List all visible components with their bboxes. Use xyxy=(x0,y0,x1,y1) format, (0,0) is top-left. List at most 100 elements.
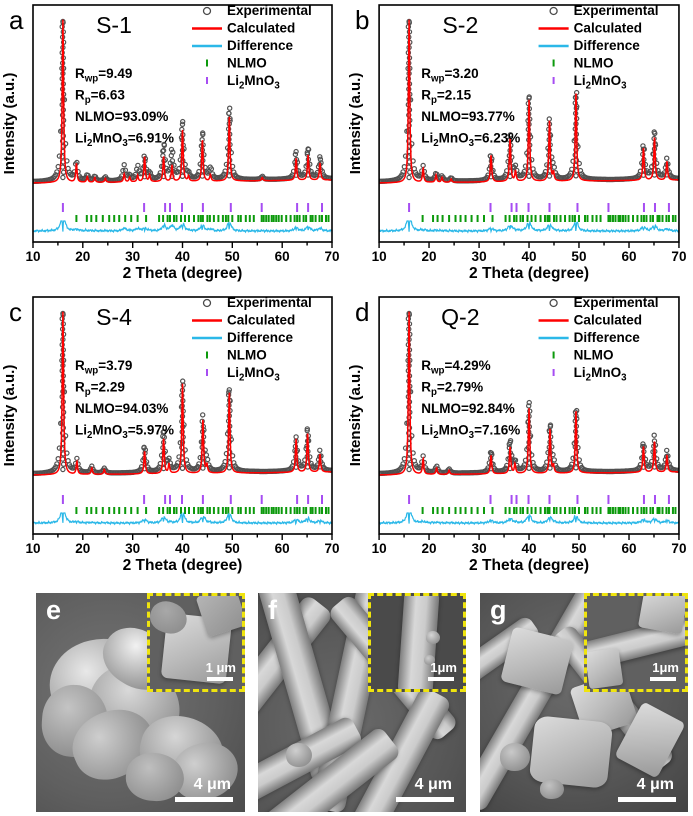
x-axis-ticks xyxy=(32,534,333,540)
x-tick-label: 10 xyxy=(25,249,40,264)
legend-label: NLMO xyxy=(227,348,267,363)
sem-particle xyxy=(540,779,564,799)
stat-line: Rp=6.63 xyxy=(75,88,125,107)
calculated-curve xyxy=(33,19,332,184)
x-tick-label: 30 xyxy=(472,249,487,264)
li2mno3-tick-row xyxy=(61,495,323,504)
xrd-panel-d: d Intensity (a.u.) 10 20 30 40 50 60 70 2 Theta (… xyxy=(346,292,693,582)
plot-area xyxy=(33,310,332,526)
nlmo-tick-row xyxy=(421,507,677,514)
stat-line: Rwp=3.20 xyxy=(421,66,478,84)
legend: Experimental Calculated Difference NLMO Li2M… xyxy=(538,295,659,383)
xrd-panel-b: b Intensity (a.u.) 10 20 30 40 50 60 70 2 Theta (… xyxy=(346,0,693,290)
inset-scalebar-label: 1μm xyxy=(430,659,457,675)
panel-title: S-4 xyxy=(96,304,132,330)
sem-inset-e: 1 μm xyxy=(146,593,245,692)
x-tick-label: 20 xyxy=(422,249,437,264)
legend-label: Li2MnO3 xyxy=(574,365,627,383)
x-tick-label: 50 xyxy=(225,541,240,556)
nlmo-tick-row xyxy=(421,215,677,222)
stat-line: Rwp=4.29% xyxy=(421,358,491,376)
legend-label: Experimental xyxy=(574,3,659,18)
sem-plate xyxy=(528,715,614,789)
sem-particle xyxy=(426,631,441,645)
legend-label: Experimental xyxy=(574,295,659,310)
panel-letter: c xyxy=(9,297,22,327)
x-tick-label: 30 xyxy=(125,249,140,264)
legend-label: Calculated xyxy=(227,21,295,36)
xrd-chart-d: d Intensity (a.u.) 10 20 30 40 50 60 70 2 Theta (… xyxy=(347,295,686,574)
stat-line: Li2MnO3=6.23% xyxy=(421,131,520,149)
panel-letter-f: f xyxy=(268,595,277,625)
x-tick-label: 20 xyxy=(75,541,90,556)
scalebar xyxy=(175,797,233,802)
sem-particle xyxy=(424,655,436,666)
difference-curve xyxy=(379,220,679,234)
xrd-panel-c: c Intensity (a.u.) 10 20 30 40 50 60 70 2 Theta (… xyxy=(0,292,346,582)
x-axis-label: 2 Theta (degree) xyxy=(123,557,243,574)
x-tick-label: 60 xyxy=(275,541,290,556)
legend-label: Difference xyxy=(574,38,641,53)
legend-experimental-marker xyxy=(202,6,212,16)
sem-panel-f: f 1μm 4 μm xyxy=(258,593,466,812)
panel-letter: b xyxy=(355,5,369,35)
xrd-panel-a: a Intensity (a.u.) 10 20 30 40 50 60 70 2 Theta (… xyxy=(0,0,346,290)
y-axis-label: Intensity (a.u.) xyxy=(1,73,18,175)
legend-label: Calculated xyxy=(227,313,295,328)
legend-label: Experimental xyxy=(227,295,312,310)
legend-label: Li2MnO3 xyxy=(574,73,627,91)
calculated-curve xyxy=(33,311,332,476)
stat-line: Rwp=3.79 xyxy=(75,358,132,377)
nlmo-tick-row xyxy=(75,507,330,514)
x-tick-label: 20 xyxy=(75,249,90,264)
scalebar xyxy=(396,797,454,802)
x-tick-label: 10 xyxy=(25,541,40,556)
calculated-curve xyxy=(379,311,679,476)
x-axis-label: 2 Theta (degree) xyxy=(469,265,589,282)
x-axis-ticks xyxy=(378,534,680,540)
stat-line: NLMO=93.09% xyxy=(75,109,168,124)
x-tick-label: 70 xyxy=(324,249,339,264)
legend-label: Difference xyxy=(227,330,294,345)
sem-inset-g: 1μm xyxy=(584,593,688,692)
x-tick-label: 40 xyxy=(522,541,537,556)
stat-line: Li2MnO3=5.97% xyxy=(75,423,174,442)
y-axis-label: Intensity (a.u.) xyxy=(347,73,364,175)
legend: Experimental Calculated Difference NLMO Li2M… xyxy=(192,3,312,92)
sem-inset-f: 1μm xyxy=(368,593,466,692)
panel-letter-g: g xyxy=(490,595,507,625)
plot-area xyxy=(33,18,332,234)
stat-line: Li2MnO3=7.16% xyxy=(421,423,520,441)
legend-label: Experimental xyxy=(227,3,312,18)
legend-experimental-marker xyxy=(549,6,558,16)
legend-label: Li2MnO3 xyxy=(227,365,280,384)
legend: Experimental Calculated Difference NLMO Li2M… xyxy=(192,295,312,384)
legend-label: NLMO xyxy=(574,56,614,71)
difference-curve xyxy=(379,512,679,526)
panel-letter-e: e xyxy=(46,595,62,625)
calculated-curve xyxy=(379,19,679,184)
li2mno3-tick-row xyxy=(408,203,670,212)
legend-label: Li2MnO3 xyxy=(227,73,280,92)
stat-line: Rp=2.29 xyxy=(75,380,125,399)
x-tick-label: 40 xyxy=(175,249,190,264)
legend-label: NLMO xyxy=(227,56,267,71)
x-tick-label: 10 xyxy=(372,541,387,556)
x-tick-label: 50 xyxy=(571,541,586,556)
panel-title: S-2 xyxy=(442,12,478,38)
stat-line: Rwp=9.49 xyxy=(75,66,132,85)
nlmo-tick-row xyxy=(75,215,330,222)
inset-scalebar xyxy=(650,676,676,681)
inset-scalebar-label: 1 μm xyxy=(205,659,236,675)
x-tick-label: 40 xyxy=(175,541,190,556)
x-axis-ticks xyxy=(32,242,333,248)
sem-particle xyxy=(500,743,530,771)
xrd-chart-b: b Intensity (a.u.) 10 20 30 40 50 60 70 2 Theta (… xyxy=(347,3,686,282)
panel-letter: d xyxy=(355,297,369,327)
legend-experimental-marker xyxy=(549,298,558,308)
scalebar xyxy=(618,797,676,802)
xrd-chart-a: a Intensity (a.u.) 10 20 30 40 50 60 70 2 Theta (… xyxy=(1,3,340,282)
x-tick-label: 60 xyxy=(275,249,290,264)
panel-title: S-1 xyxy=(96,12,132,38)
